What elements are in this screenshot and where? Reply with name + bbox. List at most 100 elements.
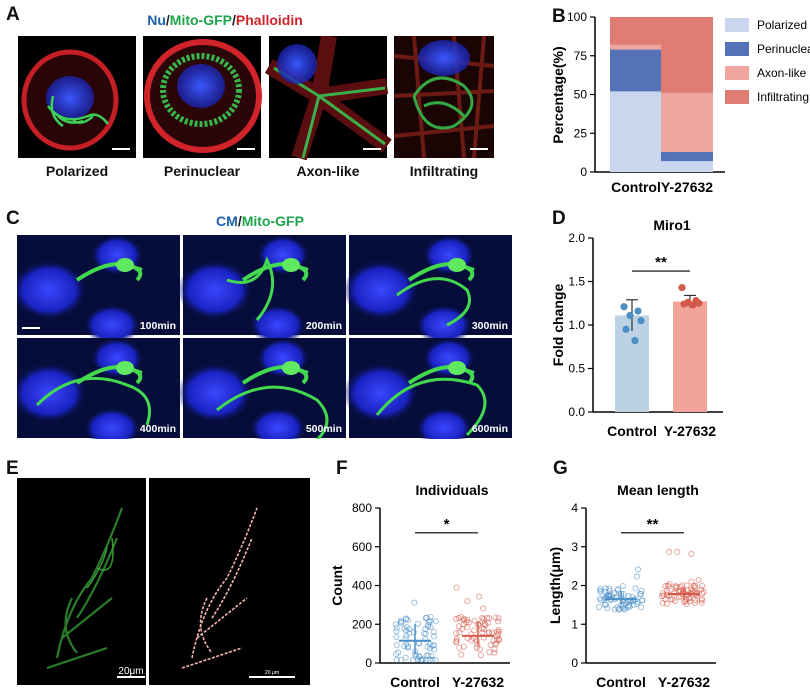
stain-sep-3: / <box>237 213 242 229</box>
point-0-60 <box>638 597 645 604</box>
point-1-42 <box>476 621 483 628</box>
point-0-66 <box>604 592 611 599</box>
chart-d-bar: Miro1 0.0 0.5 1.0 1.5 2.0 Fold change Control Y-… <box>550 217 723 439</box>
x-category-0: Control <box>390 674 440 690</box>
point-1-56 <box>459 625 466 632</box>
point-1-35 <box>486 615 493 622</box>
point-0-53 <box>614 587 621 594</box>
y-tick-label-0: 0 <box>571 656 578 670</box>
point-0-58 <box>619 583 626 590</box>
point-0-24 <box>393 633 400 640</box>
point-1-57 <box>672 583 679 590</box>
point-1-57 <box>480 616 487 623</box>
point-0-50 <box>604 605 611 612</box>
point-0-21 <box>397 656 404 663</box>
point-1-3 <box>458 651 465 658</box>
point-0-31 <box>421 630 428 637</box>
point-1-49 <box>673 583 680 590</box>
point-0-20 <box>615 586 622 593</box>
y-axis-label: Percentage(%) <box>550 46 566 143</box>
point-0-54 <box>625 604 632 611</box>
scale-label-e-small: 20 μm <box>265 670 279 676</box>
point-1-18 <box>456 644 463 651</box>
point-1-49 <box>468 637 475 644</box>
point-1-22 <box>461 615 468 622</box>
point-0-60 <box>422 615 429 622</box>
point-1-16 <box>664 582 671 589</box>
point-1-43 <box>688 586 695 593</box>
point-0-64 <box>616 605 623 612</box>
bar-1-2 <box>661 92 713 152</box>
bar-1-1 <box>661 151 713 162</box>
y-tick-label-2: 50 <box>574 88 588 102</box>
point-0-3 <box>637 317 645 325</box>
point-0-56 <box>431 642 438 649</box>
point-1-26 <box>674 548 681 555</box>
timelapse-frames <box>17 235 180 345</box>
point-0-11 <box>393 642 400 649</box>
y-axis-label: Length(μm) <box>548 547 563 624</box>
point-1-66 <box>669 596 676 603</box>
point-0-67 <box>402 615 409 622</box>
y-tick-label-4: 100 <box>567 10 587 24</box>
point-0-10 <box>392 621 399 628</box>
sig-stars: ** <box>647 516 659 533</box>
y-tick-label-0: 0 <box>580 165 587 179</box>
point-0-47 <box>404 643 411 650</box>
point-1-67 <box>453 636 460 643</box>
point-0-1 <box>634 307 642 315</box>
micrograph-polarized <box>18 36 136 158</box>
bar-0-2 <box>610 44 662 50</box>
legend-label-1: Perinuclear <box>757 42 810 56</box>
point-0-20 <box>430 628 437 635</box>
bar-0-1 <box>610 49 662 92</box>
x-category-0: Control <box>607 423 657 439</box>
y-tick-label-4: 4 <box>571 501 578 515</box>
point-0-63 <box>627 597 634 604</box>
point-0-37 <box>427 617 434 624</box>
caption-axon-like: Axon-like <box>296 163 360 179</box>
y-tick-label-2: 2 <box>571 579 578 593</box>
point-0-36 <box>432 656 439 663</box>
point-0-32 <box>430 633 437 640</box>
time-label-3: 300min <box>471 320 508 332</box>
frame-5: 500min <box>183 338 346 438</box>
point-1-69 <box>494 633 501 640</box>
y-tick-label-2: 400 <box>352 579 372 593</box>
point-0-55 <box>423 652 430 659</box>
point-0-27 <box>410 656 417 663</box>
point-0-19 <box>397 619 404 626</box>
y-tick-label-1: 0.5 <box>568 362 585 376</box>
stain-sep-1: / <box>165 12 170 28</box>
point-0-25 <box>633 573 640 580</box>
point-0-49 <box>634 599 641 606</box>
point-0-48 <box>607 591 614 598</box>
point-1-37 <box>699 590 706 597</box>
point-0-43 <box>596 603 603 610</box>
point-1-48 <box>700 589 707 596</box>
y-tick-label-0: 0 <box>365 656 372 670</box>
panel-label-c: C <box>6 208 20 229</box>
point-0-46 <box>615 606 622 613</box>
point-1-62 <box>479 629 486 636</box>
point-1-48 <box>460 643 467 650</box>
point-1-60 <box>683 582 690 589</box>
point-1-19 <box>477 652 484 659</box>
point-0-25 <box>411 599 418 606</box>
x-category-1: Y-27632 <box>658 674 710 690</box>
frame-2: 200min <box>183 235 346 335</box>
point-0-52 <box>393 628 400 635</box>
point-0-65 <box>426 641 433 648</box>
frame-4: 400min <box>17 338 180 438</box>
caption-perinuclear: Perinuclear <box>163 163 241 179</box>
scale-label-e: 20μm <box>118 666 143 677</box>
legend-swatch-1 <box>725 42 749 56</box>
point-1-2 <box>698 599 705 606</box>
y-axis-label: Fold change <box>550 284 566 367</box>
point-1-62 <box>659 600 666 607</box>
point-0-14 <box>403 632 410 639</box>
bar-0-3 <box>610 17 662 45</box>
point-0-15 <box>425 619 432 626</box>
point-1-30 <box>698 597 705 604</box>
y-tick-label-3: 600 <box>352 540 372 554</box>
